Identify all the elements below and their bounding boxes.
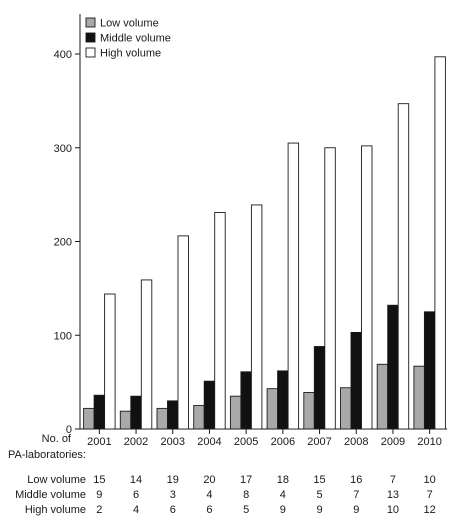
legend-label: Low volume (100, 18, 159, 30)
x-tick-label: 2003 (161, 436, 185, 448)
bar (104, 293, 116, 430)
table-cell: 7 (353, 489, 359, 501)
table-cell: 12 (424, 504, 436, 516)
bar (434, 56, 446, 430)
table-cell: 4 (133, 504, 139, 516)
table-cell: 7 (390, 474, 396, 486)
x-tick-label: 2009 (381, 436, 405, 448)
y-tick-label: 200 (54, 237, 72, 249)
bar (376, 363, 389, 430)
table-cell: 4 (280, 489, 286, 501)
x-tick-label: 2010 (417, 436, 441, 448)
bar (83, 407, 95, 430)
table-cell: 13 (387, 489, 399, 501)
table-row-label: Low volume (27, 474, 86, 486)
bar (214, 211, 226, 430)
y-tick-label: 100 (54, 330, 72, 342)
x-tick-label: 2002 (124, 436, 148, 448)
bar (340, 387, 352, 430)
table-cell: 20 (203, 474, 215, 486)
table-cell: 9 (353, 504, 359, 516)
bar (266, 388, 279, 430)
bar (240, 371, 252, 430)
legend-label: Middle volume (100, 33, 171, 45)
table-cell: 3 (170, 489, 176, 501)
x-tick-label: 2006 (271, 436, 295, 448)
y-tick-label: 400 (54, 49, 72, 61)
table-cell: 18 (277, 474, 289, 486)
table-cell: 19 (167, 474, 179, 486)
x-tick-label: 2004 (197, 436, 221, 448)
table-cell: 15 (93, 474, 105, 486)
bar (193, 405, 205, 430)
table-cell: 15 (313, 474, 325, 486)
y-axis: 0 100 200 300 400 (54, 14, 81, 436)
table-cell: 9 (280, 504, 286, 516)
y-tick-label: 300 (54, 143, 72, 155)
table-header-line1: No. of (42, 433, 72, 445)
x-axis: 2001 2002 2003 2004 2005 2006 2007 2008 2009 2010 (80, 428, 447, 448)
table-cell: 6 (170, 504, 176, 516)
bar (303, 391, 315, 430)
bar (423, 311, 436, 430)
table-cell: 16 (350, 474, 362, 486)
y-tick-label: 0 (66, 424, 72, 436)
table-cell: 7 (427, 489, 433, 501)
x-tick-label: 2007 (307, 436, 331, 448)
table-cell: 4 (206, 489, 212, 501)
x-tick-label: 2001 (87, 436, 111, 448)
table-cell: 6 (133, 489, 139, 501)
x-tick-label: 2005 (234, 436, 258, 448)
table-cell: 5 (316, 489, 322, 501)
table-cell: 6 (206, 504, 212, 516)
x-tick-label: 2008 (344, 436, 368, 448)
bar (324, 147, 336, 430)
bar (130, 395, 142, 430)
table-cell: 9 (316, 504, 322, 516)
table-row-label: High volume (25, 504, 86, 516)
legend-swatch (85, 47, 96, 58)
table-header-line2: PA-laboratories: (8, 449, 86, 461)
table-cell: 10 (424, 474, 436, 486)
laboratory-counts-table: No. of PA-laboratories: Low volume 15 14 19… (8, 433, 436, 516)
bar (140, 279, 153, 430)
bar (397, 103, 410, 430)
bar (277, 370, 289, 430)
table-cell: 2 (96, 504, 102, 516)
bar (313, 346, 326, 430)
table-row-label: Middle volume (15, 489, 86, 501)
legend-label: High volume (100, 48, 161, 60)
bar (167, 400, 179, 430)
table-cell: 14 (130, 474, 142, 486)
table-cell: 10 (387, 504, 399, 516)
bar (177, 235, 189, 430)
bar (250, 204, 263, 430)
table-cell: 17 (240, 474, 252, 486)
bar (350, 331, 362, 430)
bar (413, 365, 425, 430)
bar (119, 410, 132, 430)
bar (156, 407, 168, 430)
legend: Low volume Middle volume High volume (85, 17, 171, 60)
legend-swatch (85, 32, 96, 43)
table-cell: 5 (243, 504, 249, 516)
bar (361, 145, 373, 430)
bar (229, 395, 242, 430)
bar (387, 304, 399, 430)
table-cell: 8 (243, 489, 249, 501)
bar (93, 394, 106, 430)
bar (203, 380, 216, 430)
legend-swatch (85, 17, 96, 28)
table-cell: 9 (96, 489, 102, 501)
bars-group (83, 56, 446, 430)
bar (287, 142, 300, 430)
